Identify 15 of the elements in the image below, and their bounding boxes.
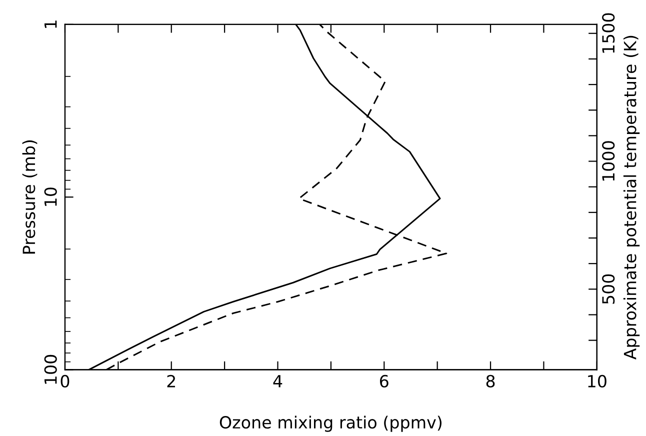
x-tick-label: 10 <box>588 374 606 388</box>
y-tick-label: 10 <box>44 188 57 206</box>
x-tick-label: 8 <box>486 374 495 388</box>
y2-tick-label: 1500 <box>602 13 615 53</box>
y-tick-label: 1 <box>44 20 57 28</box>
x-tick-label: 0 <box>60 374 70 388</box>
y-tick-label: 100 <box>44 354 57 384</box>
y2-tick-label: 500 <box>602 274 615 304</box>
x-tick-label: 2 <box>167 374 176 388</box>
x-tick-label: 4 <box>273 375 282 388</box>
x-axis-title: Ozone mixing ratio (ppmv) <box>220 416 442 432</box>
y2-axis-title: Approximate potential temperature (K) <box>623 36 640 360</box>
y-axis-title: Pressure (mb) <box>22 140 38 254</box>
x-tick-label: 6 <box>380 374 388 388</box>
y2-tick-label: 1000 <box>602 141 615 181</box>
